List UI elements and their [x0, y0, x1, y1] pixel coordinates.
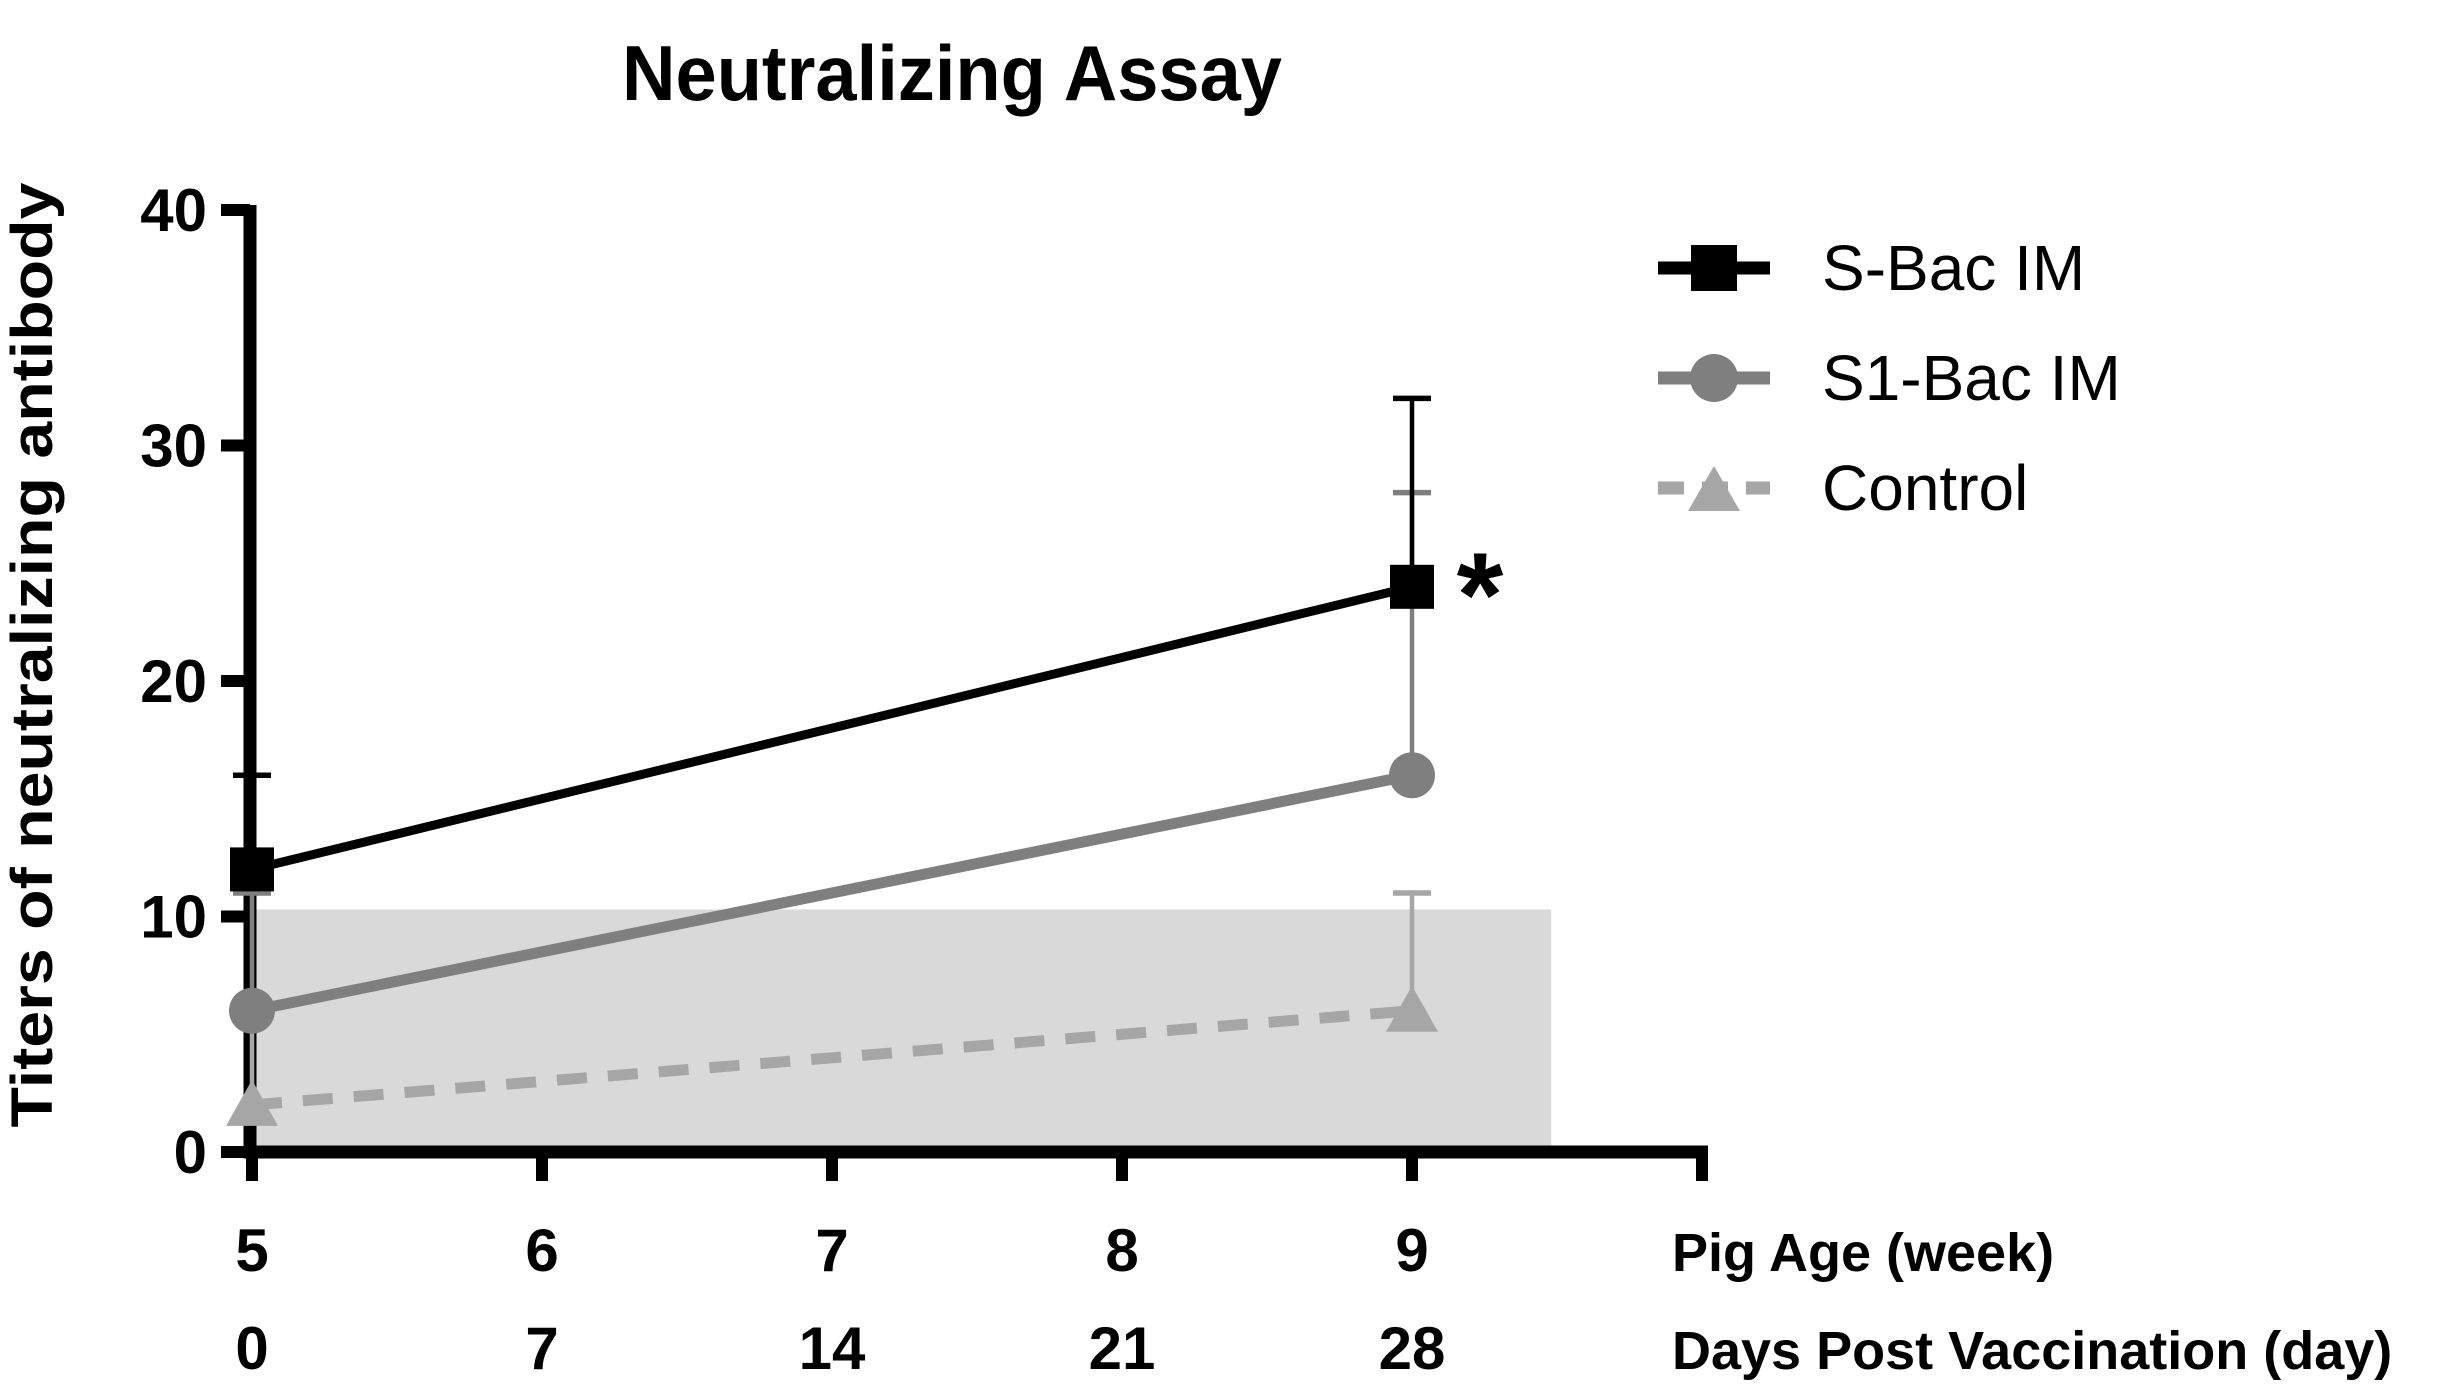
y-axis-label: Titers of neutralizing antibody: [0, 183, 65, 1128]
legend-triangle-marker-icon: [1688, 466, 1740, 511]
legend-item-s-bac-im: S-Bac IM: [1658, 232, 2085, 304]
series-line: [251, 1005, 1413, 1111]
x-tick-label-day: 28: [1379, 1315, 1446, 1382]
series-s-bac-im: [230, 395, 1434, 892]
baseline-shaded-band: [250, 909, 1552, 1152]
y-tick-label: 30: [140, 413, 207, 480]
x-tick-label-week: 9: [1395, 1217, 1428, 1284]
legend-label: Control: [1822, 452, 2028, 524]
legend-label: S1-Bac IM: [1822, 342, 2121, 414]
y-tick-label: 0: [174, 1119, 207, 1186]
y-tick-label: 40: [140, 177, 207, 244]
x-axis-row2-label: Days Post Vaccination (day): [1672, 1321, 2392, 1381]
legend-square-marker-icon: [1691, 245, 1737, 291]
marker-triangle: [226, 1079, 278, 1126]
x-tick-label-day: 21: [1089, 1315, 1156, 1382]
chart-title: Neutralizing Assay: [622, 29, 1282, 117]
series-line: [250, 769, 1414, 1017]
x-tick-label-day: 14: [799, 1315, 866, 1382]
marker-circle: [229, 987, 275, 1034]
x-tick-label-week: 5: [235, 1217, 268, 1284]
legend-item-s1-bac-im: S1-Bac IM: [1658, 342, 2121, 414]
x-tick-label-week: 6: [525, 1217, 558, 1284]
legend-label: S-Bac IM: [1822, 232, 2085, 304]
y-tick-label: 20: [140, 648, 207, 715]
marker-square: [230, 847, 274, 892]
series-s1-bac-im: [229, 489, 1435, 1034]
significance-asterisk: *: [1457, 528, 1504, 662]
series-line: [250, 582, 1414, 874]
x-tick-label-week: 8: [1105, 1217, 1138, 1284]
marker-square: [1390, 564, 1434, 609]
legend: S-Bac IM S1-Bac IM Control: [1658, 232, 2121, 524]
x-tick-label-day: 7: [525, 1315, 558, 1382]
marker-triangle: [1386, 985, 1438, 1032]
y-tick-label: 10: [140, 884, 207, 951]
x-tick-label-week: 7: [815, 1217, 848, 1284]
marker-circle: [1389, 752, 1435, 799]
x-axis-row1-label: Pig Age (week): [1672, 1223, 2054, 1283]
x-tick-label-day: 0: [235, 1315, 268, 1382]
legend-item-control: Control: [1658, 452, 2028, 524]
legend-circle-marker-icon: [1690, 354, 1738, 402]
